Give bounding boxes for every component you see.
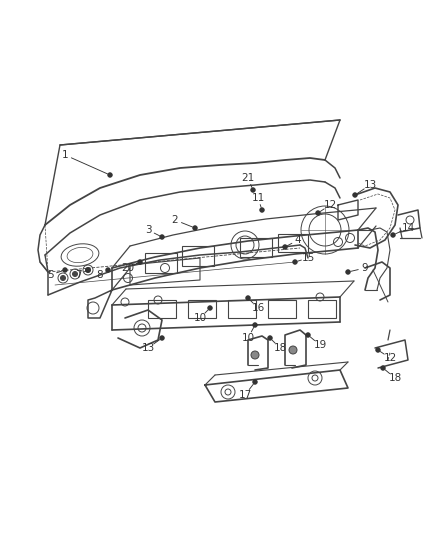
Circle shape	[391, 233, 395, 237]
Bar	[278, 234, 308, 252]
Text: 14: 14	[401, 223, 415, 233]
Circle shape	[246, 296, 250, 300]
Circle shape	[353, 193, 357, 197]
Circle shape	[346, 270, 350, 274]
Text: 7: 7	[75, 270, 81, 280]
Circle shape	[193, 226, 197, 230]
Text: 10: 10	[241, 333, 254, 343]
Circle shape	[108, 173, 112, 177]
Circle shape	[73, 271, 78, 277]
Bar	[182, 246, 214, 266]
Circle shape	[283, 245, 287, 249]
Circle shape	[376, 348, 380, 352]
Text: 12: 12	[383, 353, 397, 363]
Circle shape	[106, 268, 110, 272]
Text: 1: 1	[62, 150, 68, 160]
Text: 18: 18	[273, 343, 286, 353]
Text: 17: 17	[238, 390, 251, 400]
Text: 16: 16	[251, 303, 265, 313]
Circle shape	[306, 333, 310, 337]
Text: 8: 8	[97, 270, 103, 280]
Bar	[188, 300, 216, 318]
Bar	[145, 253, 177, 273]
Circle shape	[138, 260, 142, 264]
Text: 18: 18	[389, 373, 402, 383]
Circle shape	[381, 366, 385, 370]
Circle shape	[260, 208, 264, 212]
Text: 19: 19	[313, 340, 327, 350]
Circle shape	[316, 211, 320, 215]
Circle shape	[289, 346, 297, 354]
Circle shape	[253, 323, 257, 327]
Text: 3: 3	[145, 225, 151, 235]
Text: 13: 13	[364, 180, 377, 190]
Text: 15: 15	[301, 253, 314, 263]
Text: 21: 21	[241, 173, 254, 183]
Text: 12: 12	[323, 200, 337, 210]
Circle shape	[293, 260, 297, 264]
Circle shape	[268, 336, 272, 340]
Circle shape	[63, 268, 67, 272]
Bar	[268, 300, 296, 318]
Text: 2: 2	[172, 215, 178, 225]
Circle shape	[208, 306, 212, 310]
Text: 20: 20	[121, 263, 134, 273]
Circle shape	[86, 268, 90, 272]
Circle shape	[160, 235, 164, 239]
Circle shape	[251, 351, 259, 359]
Text: 13: 13	[141, 343, 155, 353]
Bar	[228, 300, 256, 318]
Circle shape	[160, 336, 164, 340]
Text: 11: 11	[251, 193, 265, 203]
Text: 10: 10	[194, 313, 207, 323]
Text: 5: 5	[47, 270, 53, 280]
Circle shape	[85, 268, 91, 272]
Text: 4: 4	[295, 235, 301, 245]
Circle shape	[60, 276, 66, 280]
Circle shape	[253, 380, 257, 384]
Text: 9: 9	[362, 263, 368, 273]
Bar	[148, 300, 176, 318]
Circle shape	[251, 188, 255, 192]
Bar	[308, 300, 336, 318]
Bar	[240, 238, 272, 257]
